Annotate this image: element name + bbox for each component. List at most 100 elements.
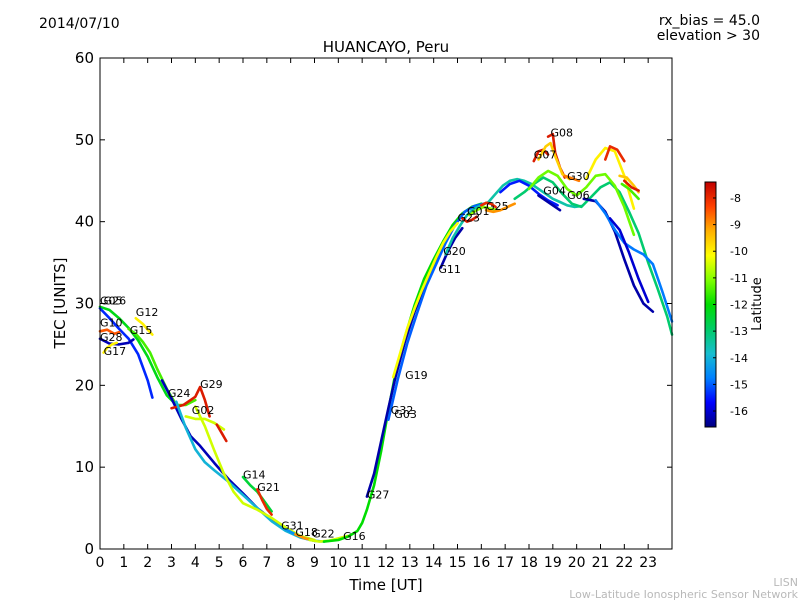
satellite-label: G27 — [367, 488, 390, 501]
series-line-g06 — [513, 176, 674, 336]
x-tick-label: 13 — [401, 555, 419, 571]
satellite-label: G18 — [295, 526, 318, 539]
satellite-label: G14 — [243, 469, 266, 482]
series-group — [98, 132, 674, 543]
x-tick-label: 11 — [353, 555, 371, 571]
y-tick-label: 50 — [75, 131, 94, 149]
series-line-g28 — [98, 337, 135, 346]
satellite-labels: G05G26G12G10G15G28G17G29G24G02G14G21G31G… — [100, 127, 590, 543]
colorbar-tick-label: -12 — [730, 299, 748, 312]
series-line-g10 — [98, 328, 121, 336]
x-tick-label: 16 — [472, 555, 490, 571]
series-line-g07 — [532, 148, 550, 163]
elevation-label: elevation > 30 — [656, 28, 760, 44]
colorbar-tick-label: -15 — [730, 378, 748, 391]
satellite-label: G26 — [104, 294, 127, 307]
x-tick-label: 5 — [215, 555, 224, 571]
x-tick-label: 3 — [167, 555, 176, 571]
satellite-label: G25 — [486, 200, 509, 213]
y-tick-label: 30 — [75, 295, 94, 313]
colorbar-tick-label: -11 — [730, 272, 748, 285]
series-line-g20 — [444, 177, 583, 256]
x-tick-label: 12 — [377, 555, 395, 571]
plot-background — [100, 58, 672, 549]
satellite-label: G07 — [534, 149, 557, 162]
date-label: 2014/07/10 — [39, 16, 120, 32]
x-tick-label: 20 — [568, 555, 586, 571]
satellite-label: G12 — [136, 306, 159, 319]
x-tick-label: 15 — [449, 555, 467, 571]
colorbar-tick-label: -16 — [730, 405, 748, 418]
x-tick-label: 14 — [425, 555, 443, 571]
colorbar-tick-label: -8 — [730, 192, 741, 205]
satellite-label: G22 — [312, 528, 335, 541]
y-tick-label: 10 — [75, 458, 94, 476]
colorbar-tick-label: -9 — [730, 219, 741, 232]
satellite-label: G29 — [200, 378, 223, 391]
x-tick-label: 22 — [615, 555, 633, 571]
x-tick-label: 19 — [544, 555, 562, 571]
satellite-label: G03 — [394, 408, 417, 421]
series-line-g23 — [460, 215, 478, 223]
chart-title: HUANCAYO, Peru — [323, 38, 449, 56]
satellite-label: G05 — [100, 294, 123, 307]
series-line-g04 — [499, 179, 559, 207]
satellite-label: G16 — [343, 530, 366, 543]
satellite-label: G02 — [192, 404, 215, 417]
x-tick-label: 6 — [239, 555, 248, 571]
satellite-label: G30 — [567, 170, 590, 183]
satellite-label: G19 — [405, 369, 428, 382]
satellite-label: G23 — [458, 212, 481, 225]
x-tick-label: 2 — [143, 555, 152, 571]
y-axis-label: TEC [UNITS] — [51, 258, 69, 350]
x-tick-label: 10 — [329, 555, 347, 571]
series-line-g09e — [620, 182, 640, 201]
series-line-g12 — [134, 316, 154, 336]
satellite-label: G15 — [130, 324, 153, 337]
satellite-label: G17 — [104, 345, 127, 358]
series-line-g07y — [537, 141, 571, 181]
x-tick-label: 1 — [119, 555, 128, 571]
colorbar-label: Latitude — [750, 277, 765, 331]
x-tick-label: 18 — [520, 555, 538, 571]
x-tick-label: 23 — [639, 555, 657, 571]
footer-org-short: LISN — [773, 576, 798, 589]
satellite-label: G10 — [100, 316, 123, 329]
series-line-g19 — [391, 222, 459, 379]
series-line-g01 — [468, 205, 500, 217]
series-line-g17 — [102, 341, 118, 354]
series-line-g26 — [98, 307, 154, 399]
series-line-g09d — [622, 179, 640, 192]
series-line-g11 — [439, 226, 464, 269]
series-line-g29 — [170, 385, 211, 418]
x-tick-label: 21 — [592, 555, 610, 571]
y-tick-label: 0 — [84, 540, 94, 558]
series-line-g06b — [527, 169, 636, 237]
satellite-label: G32 — [391, 404, 414, 417]
colorbar-tick-label: -14 — [730, 352, 748, 365]
colorbar-tick-label: -13 — [730, 325, 748, 338]
series-line-g21 — [255, 487, 273, 516]
x-tick-label: 8 — [286, 555, 295, 571]
x-tick-label: 7 — [262, 555, 271, 571]
series-line-g30 — [563, 174, 581, 183]
x-tick-label: 17 — [496, 555, 514, 571]
footer-org-full: Low-Latitude Ionospheric Sensor Network — [569, 588, 798, 601]
x-tick-label: 4 — [191, 555, 200, 571]
series-line-g04b — [537, 194, 562, 212]
satellite-label: G04 — [543, 185, 566, 198]
x-axis-label: Time [UT] — [348, 576, 422, 594]
series-line-g13b — [594, 199, 674, 323]
colorbar: -8 -9 -10 -11 -12 -13 -14 -15 -16 — [704, 181, 748, 428]
series-line-g09b — [603, 145, 626, 163]
satellite-label: G08 — [551, 127, 574, 140]
satellite-label: G01 — [467, 205, 490, 218]
y-tick-label: 20 — [75, 376, 94, 394]
series-line-g02b — [215, 423, 228, 443]
series-line-g05 — [98, 305, 178, 407]
satellite-label: G28 — [100, 331, 123, 344]
y-axis: 0 10 20 30 40 50 60 — [75, 49, 672, 558]
x-tick-label: 0 — [96, 555, 105, 571]
colorbar-tick-label: -10 — [730, 245, 748, 258]
